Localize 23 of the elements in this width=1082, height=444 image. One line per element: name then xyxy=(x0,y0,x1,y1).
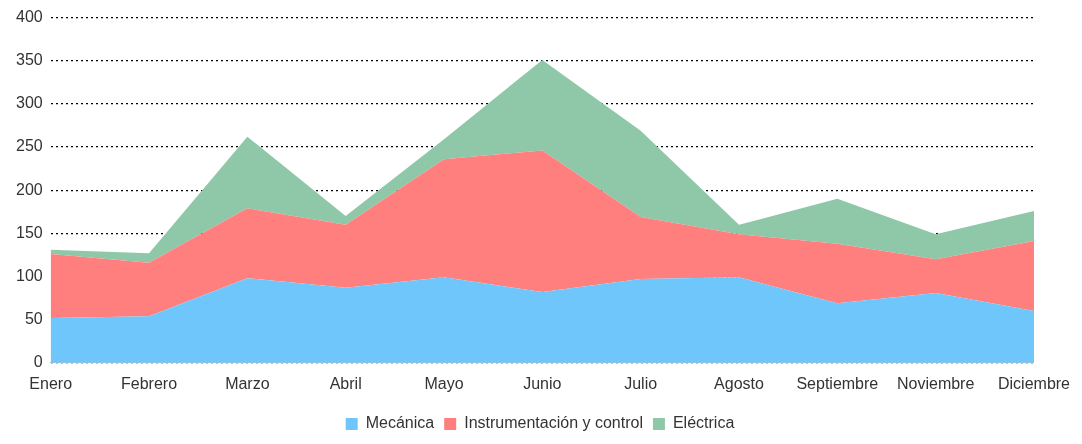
x-tick-label: Mayo xyxy=(424,374,464,392)
y-tick-label: 300 xyxy=(15,94,43,112)
x-tick-label: Julio xyxy=(624,374,658,392)
x-tick-label: Marzo xyxy=(225,374,270,392)
y-tick-label: 250 xyxy=(15,137,43,155)
y-tick-label: 200 xyxy=(15,180,43,198)
x-tick-label: Enero xyxy=(29,374,73,392)
y-tick-label: 100 xyxy=(15,266,43,284)
y-tick-label: 0 xyxy=(33,353,43,371)
legend-label: Instrumentación y control xyxy=(464,414,643,432)
legend-label: Mecánica xyxy=(365,414,435,432)
x-tick-label: Agosto xyxy=(714,374,765,392)
x-tick-label: Abril xyxy=(329,374,362,392)
x-tick-label: Septiembre xyxy=(796,374,879,392)
y-tick-label: 350 xyxy=(15,51,43,69)
x-tick-label: Junio xyxy=(523,374,562,392)
x-tick-label: Febrero xyxy=(121,374,178,392)
y-tick-label: 50 xyxy=(24,310,43,328)
x-tick-label: Noviembre xyxy=(896,374,975,392)
y-tick-label: 150 xyxy=(15,223,43,241)
x-tick-label: Diciembre xyxy=(997,374,1071,392)
legend-label: Eléctrica xyxy=(672,414,735,432)
y-tick-label: 400 xyxy=(15,8,43,26)
